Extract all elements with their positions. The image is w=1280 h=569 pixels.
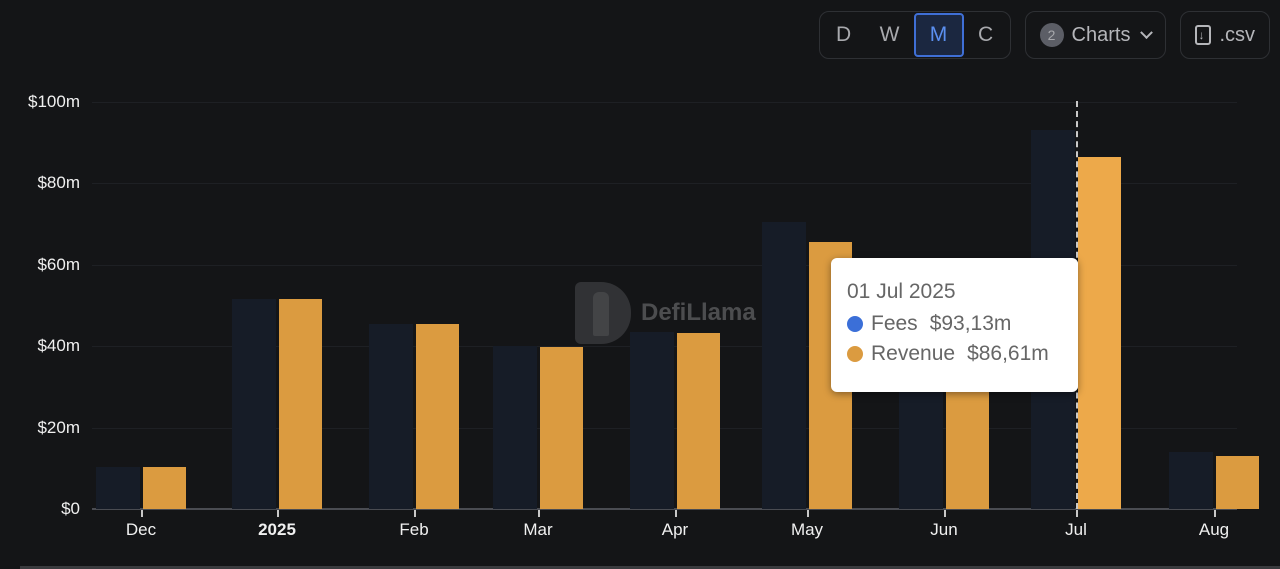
x-axis-label: Jun [930, 520, 958, 539]
x-axis-tick [807, 510, 809, 517]
fees-bar[interactable] [232, 299, 276, 509]
x-axis-tick [944, 510, 946, 517]
gridline [92, 102, 1237, 103]
interval-daily-button[interactable]: D [835, 23, 852, 46]
llama-logo-icon [575, 282, 631, 344]
x-axis-tick [1214, 510, 1216, 517]
x-axis-tick [1076, 510, 1078, 517]
watermark-text: DefiLlama [641, 299, 756, 326]
tooltip-row-revenue: Revenue $86,61m [847, 342, 1062, 366]
tooltip-revenue-label: Revenue [871, 342, 956, 365]
chevron-down-icon [1140, 25, 1154, 39]
x-axis-tick [414, 510, 416, 517]
interval-monthly-button[interactable]: M [913, 13, 964, 57]
tooltip-fees-value: $93,13m [929, 312, 1012, 335]
tooltip-revenue-value: $86,61m [967, 342, 1049, 365]
fees-bar[interactable] [762, 222, 806, 509]
x-axis-tick [277, 510, 279, 517]
watermark: DefiLlama [575, 282, 756, 344]
interval-selector: D W M C [818, 11, 1011, 59]
x-axis-tick [675, 510, 677, 517]
revenue-bar[interactable] [143, 467, 186, 509]
revenue-bar[interactable] [677, 333, 720, 509]
chart-toolbar: D W M C 2 Charts .csv [818, 11, 1270, 59]
charts-dropdown[interactable]: 2 Charts [1024, 11, 1167, 59]
revenue-dot-icon [847, 346, 863, 362]
x-axis-label: Aug [1198, 520, 1230, 539]
fees-dot-icon [847, 316, 863, 332]
tooltip-fees-label: Fees [871, 312, 918, 335]
y-axis-label: $80m [37, 173, 80, 193]
bottom-divider [20, 566, 1280, 569]
fees-bar[interactable] [96, 467, 140, 509]
csv-label: .csv [1219, 23, 1255, 46]
y-axis-label: $20m [37, 417, 80, 437]
revenue-bar[interactable] [416, 323, 459, 509]
y-axis-label: $0 [61, 499, 80, 518]
interval-cumulative-button[interactable]: C [977, 23, 994, 46]
revenue-bar[interactable] [1216, 456, 1259, 509]
y-axis-label: $60m [37, 254, 80, 274]
revenue-bar[interactable] [1078, 156, 1121, 509]
charts-count-badge: 2 [1039, 23, 1064, 47]
y-axis-label: $40m [37, 336, 80, 356]
tooltip-row-fees: Fees $93,13m [847, 312, 1062, 336]
fees-bar[interactable] [369, 323, 413, 509]
x-axis-label: Apr [661, 520, 689, 539]
x-axis-label: 2025 [258, 520, 296, 539]
fees-bar[interactable] [630, 331, 674, 509]
chart-tooltip: 01 Jul 2025 Fees $93,13m Revenue $86,61m [831, 258, 1078, 392]
revenue-bar[interactable] [946, 374, 989, 509]
x-axis-tick [538, 510, 540, 517]
interval-weekly-button[interactable]: W [879, 23, 900, 46]
revenue-bar[interactable] [279, 299, 322, 509]
tooltip-date: 01 Jul 2025 [847, 280, 956, 303]
x-axis-label: Jul [1065, 520, 1087, 539]
revenue-bar[interactable] [540, 347, 583, 509]
x-axis-label: Feb [399, 520, 429, 539]
charts-label: Charts [1071, 23, 1131, 46]
x-axis-label: Mar [523, 520, 553, 539]
fees-bar[interactable] [1169, 452, 1213, 509]
file-download-icon [1195, 25, 1212, 45]
gridline [92, 183, 1237, 185]
csv-download-button[interactable]: .csv [1180, 11, 1270, 59]
gridline [92, 264, 1237, 266]
fees-bar[interactable] [493, 346, 537, 509]
y-axis-label: $100m [28, 92, 80, 111]
x-axis-label: Dec [125, 520, 157, 539]
x-axis-label: May [790, 520, 824, 539]
x-axis-line [92, 508, 1237, 510]
x-axis-tick [141, 510, 143, 517]
